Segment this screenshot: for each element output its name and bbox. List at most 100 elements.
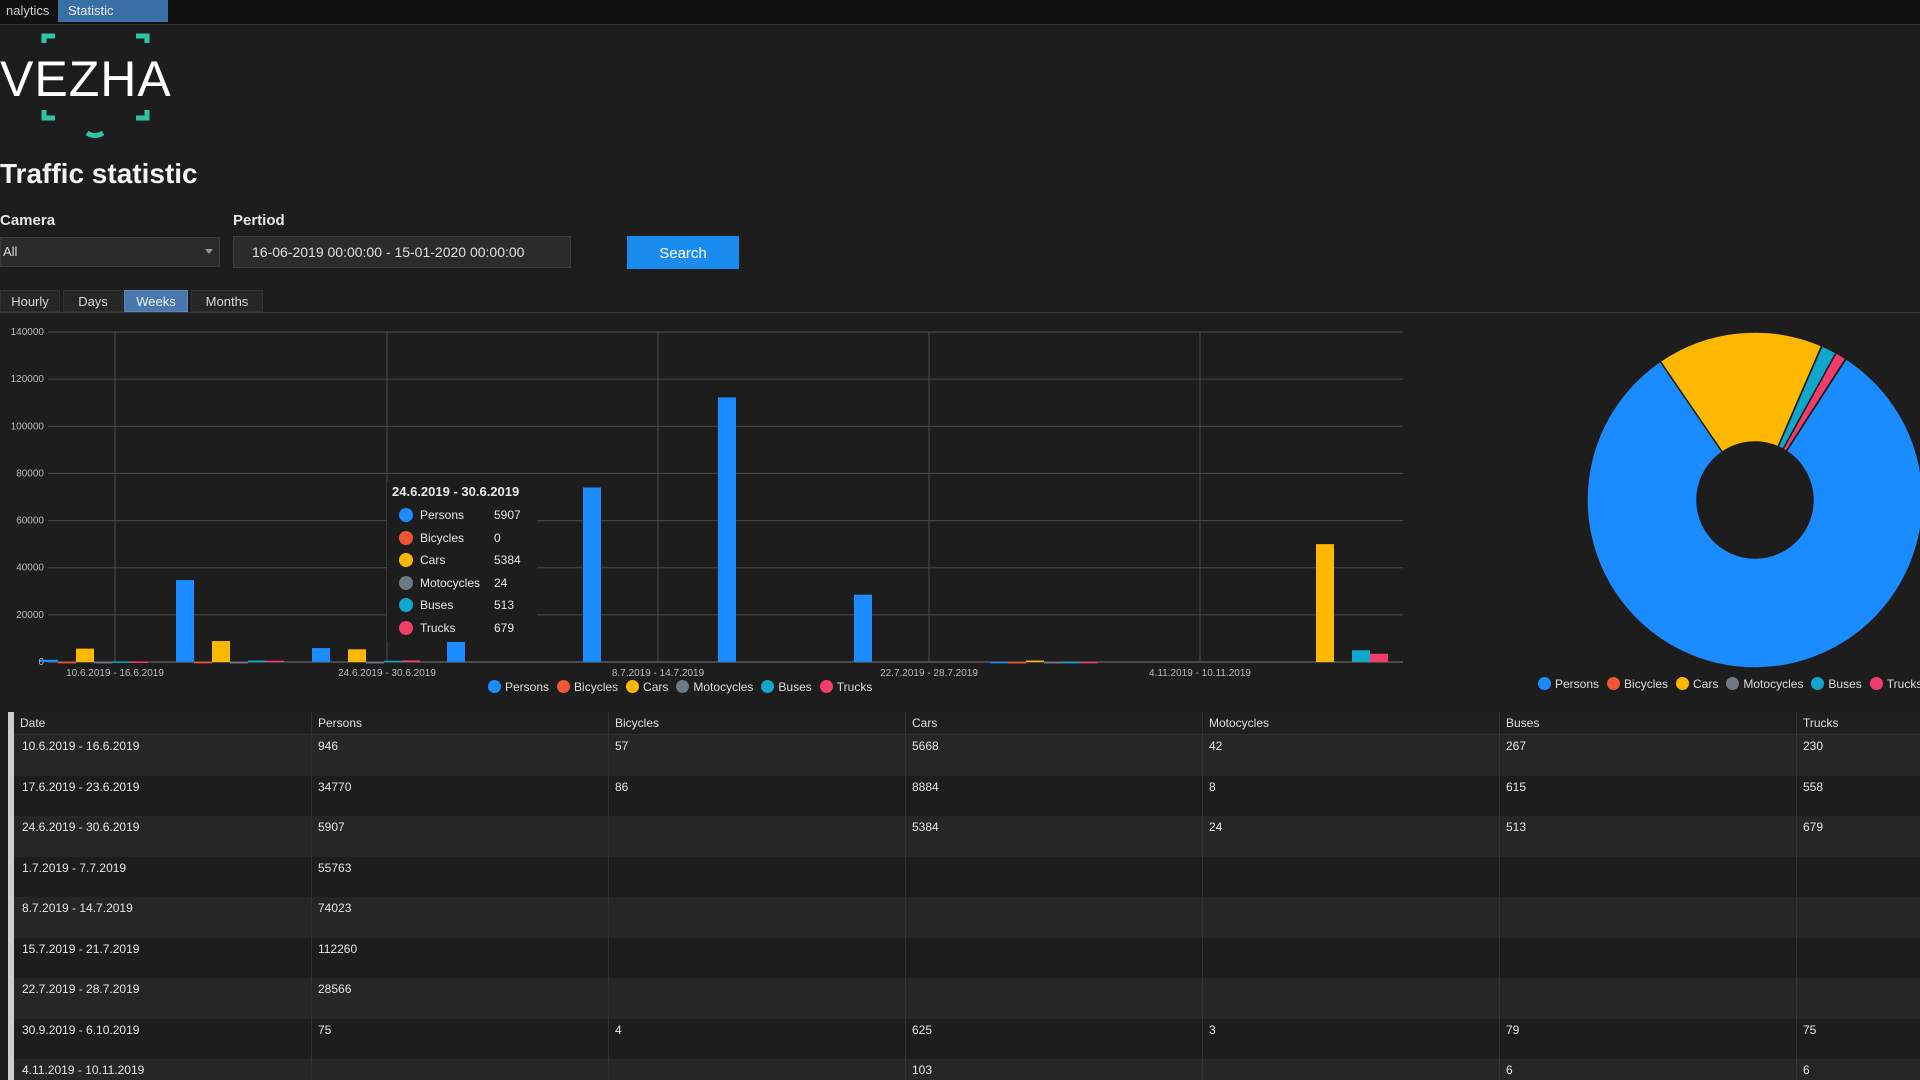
table-row[interactable]: 1.7.2019 - 7.7.2019 55763 [14, 856, 1920, 897]
table-cell-trucks: 230 [1803, 739, 1824, 753]
camera-select[interactable]: All [0, 237, 220, 267]
bar-cars [1316, 544, 1334, 662]
table-row[interactable]: 10.6.2019 - 16.6.2019 946 57 5668 42 267 230 [14, 735, 1920, 776]
tab-analytics[interactable]: nalytics [6, 3, 50, 18]
table-row[interactable]: 15.7.2019 - 21.7.2019 112260 [14, 937, 1920, 978]
legend-item-motocycles[interactable]: Motocycles [676, 680, 753, 694]
column-divider [1796, 712, 1797, 1080]
column-divider [1499, 712, 1500, 1080]
table-row[interactable]: 22.7.2019 - 28.7.2019 28566 [14, 978, 1920, 1019]
table-cell-persons: 74023 [318, 901, 352, 915]
table-cell-date: 22.7.2019 - 28.7.2019 [22, 982, 140, 996]
table-cell-trucks: 75 [1803, 1022, 1817, 1037]
legend-item-persons[interactable]: Persons [1538, 677, 1599, 691]
tab-statistic[interactable]: Statistic [58, 0, 168, 22]
column-header-buses[interactable]: Buses [1506, 716, 1540, 730]
legend-dot-icon [399, 553, 413, 567]
y-tick-label: 40000 [16, 563, 44, 574]
column-divider [905, 712, 906, 1080]
table-row[interactable]: 4.11.2019 - 10.11.2019 103 6 6 [14, 1059, 1920, 1080]
column-header-motocycles[interactable]: Motocycles [1209, 716, 1270, 730]
column-header-bicycles[interactable]: Bicycles [615, 716, 660, 730]
tooltip-row-buses: Buses 513 [387, 595, 537, 618]
bar-buses [1062, 661, 1080, 664]
legend-item-persons[interactable]: Persons [488, 680, 549, 694]
tooltip-row-bicycles: Bicycles 0 [387, 528, 537, 551]
legend-item-trucks[interactable]: Trucks [819, 680, 873, 694]
period-label: Pertiod [233, 212, 285, 229]
bar-persons [854, 594, 872, 662]
table-cell-motocycles: 24 [1209, 820, 1223, 834]
table-cell-buses: 79 [1506, 1022, 1520, 1037]
table-cell-cars: 625 [912, 1022, 933, 1037]
bar-trucks [130, 661, 148, 663]
bar-trucks [402, 660, 420, 662]
column-header-trucks[interactable]: Trucks [1803, 716, 1839, 730]
table-row[interactable]: 24.6.2019 - 30.6.2019 5907 5384 24 513 679 [14, 816, 1920, 857]
table-cell-persons: 34770 [318, 779, 352, 794]
tab-days[interactable]: Days [63, 290, 123, 312]
legend-label: Buses [1828, 677, 1862, 691]
pie-chart [1586, 331, 1920, 669]
tooltip-series-name: Buses [420, 598, 454, 612]
legend-item-buses[interactable]: Buses [761, 680, 812, 694]
tooltip-series-name: Bicycles [420, 530, 465, 545]
vezha-logo: VEZHA [0, 33, 171, 138]
y-tick-label: 20000 [16, 610, 44, 621]
table-row[interactable]: 8.7.2019 - 14.7.2019 74023 [14, 897, 1920, 938]
x-tick-label: 4.11.2019 - 10.11.2019 [1149, 668, 1251, 679]
legend-item-bicycles[interactable]: Bicycles [1607, 677, 1668, 691]
table-row[interactable]: 30.9.2019 - 6.10.2019 75 4 625 3 79 75 [14, 1018, 1920, 1059]
tooltip-series-value: 24 [494, 575, 508, 590]
legend-item-cars[interactable]: Cars [626, 680, 668, 694]
period-input[interactable]: 16-06-2019 00:00:00 - 15-01-2020 00:00:0… [233, 236, 571, 268]
table-cell-persons: 112260 [318, 941, 358, 956]
legend-item-trucks[interactable]: Trucks [1869, 677, 1920, 691]
table-row[interactable]: 17.6.2019 - 23.6.2019 34770 86 8884 8 615 558 [14, 775, 1920, 816]
x-tick-label: 24.6.2019 - 30.6.2019 [338, 668, 436, 679]
search-button[interactable]: Search [627, 236, 739, 269]
tooltip-series-name: Cars [420, 553, 446, 567]
legend-item-motocycles[interactable]: Motocycles [1726, 677, 1803, 691]
pie-slice-persons [1586, 357, 1920, 669]
legend-dot-icon [626, 680, 640, 693]
legend-label: Persons [505, 680, 550, 694]
bar-buses [248, 660, 266, 663]
y-tick-label: 0 [38, 657, 44, 668]
table-cell-date: 24.6.2019 - 30.6.2019 [22, 820, 140, 834]
legend-item-cars[interactable]: Cars [1676, 677, 1718, 691]
tooltip-series-name: Persons [420, 508, 465, 522]
column-header-cars[interactable]: Cars [912, 716, 938, 730]
column-header-date[interactable]: Date [20, 716, 46, 730]
bar-buses [384, 660, 402, 663]
bar-motocycles [230, 661, 248, 664]
legend-label: Bicycles [574, 680, 619, 694]
bar-persons [583, 487, 601, 662]
camera-label: Camera [0, 212, 56, 229]
page-title: Traffic statistic [0, 158, 198, 189]
table-header: Date Persons Bicycles Cars Motocycles Buses Tr… [14, 712, 1920, 735]
pie-chart-legend: Persons Bicycles Cars Motocycles Buses Trucks [1538, 677, 1920, 691]
tooltip-series-value: 513 [494, 598, 515, 612]
table-cell-persons: 55763 [318, 860, 352, 875]
legend-dot-icon [761, 680, 775, 693]
legend-item-bicycles[interactable]: Bicycles [557, 680, 618, 694]
tab-hourly[interactable]: Hourly [0, 290, 60, 312]
column-divider [1202, 712, 1203, 1080]
column-header-persons[interactable]: Persons [318, 716, 363, 730]
tooltip-title: 24.6.2019 - 30.6.2019 [392, 484, 520, 499]
table-cell-trucks: 679 [1803, 820, 1824, 834]
legend-label: Trucks [836, 680, 873, 694]
legend-dot-icon [488, 680, 501, 693]
tab-months[interactable]: Months [191, 290, 263, 312]
legend-label: Persons [1555, 677, 1600, 691]
tooltip-series-value: 0 [494, 530, 501, 545]
bar-trucks [266, 660, 284, 663]
tooltip-row-trucks: Trucks 679 [387, 618, 537, 641]
column-divider [311, 712, 312, 1080]
pie-slice-cars [1659, 331, 1823, 454]
tooltip-series-value: 5907 [494, 508, 521, 522]
legend-item-buses[interactable]: Buses [1811, 677, 1862, 691]
tab-weeks[interactable]: Weeks [124, 290, 188, 312]
table-cell-bicycles: 57 [615, 739, 629, 753]
